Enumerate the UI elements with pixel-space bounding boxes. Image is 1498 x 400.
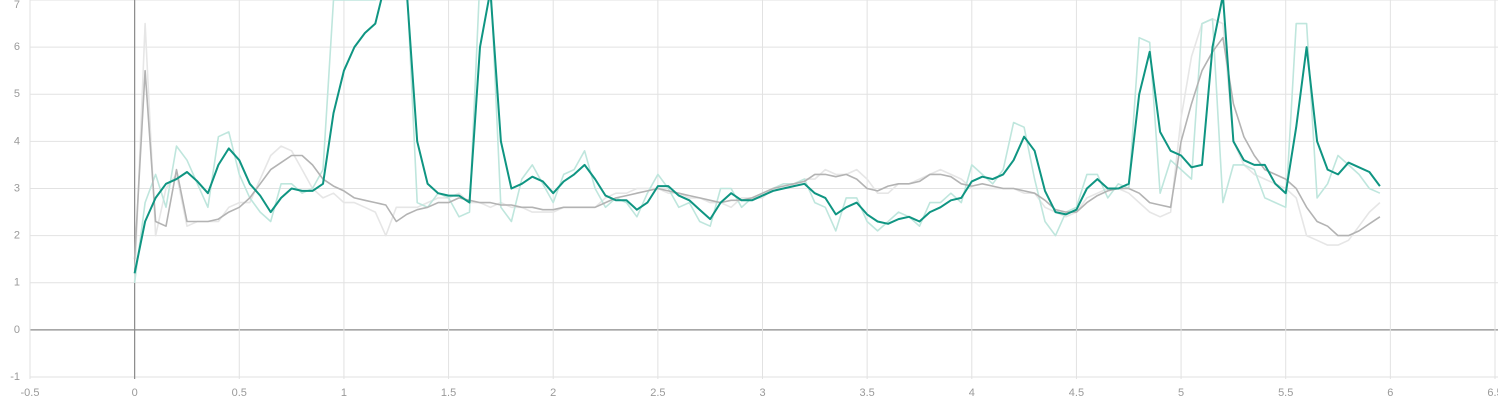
y-tick-label: 7 <box>14 0 20 11</box>
series-line <box>133 0 1381 274</box>
x-tick-label: 0 <box>132 387 138 399</box>
x-tick-label: 1.5 <box>441 387 456 399</box>
plot-area <box>133 0 1381 283</box>
x-tick-label: 1 <box>341 387 347 399</box>
tick-labels: -1 0 1 2 3 4 5 6 7 -0.5 0 0.5 1 1.5 2 2.5 3 3.5 4 4.5 5 5.5 6 6… <box>10 0 1498 399</box>
grid <box>29 0 1498 379</box>
x-tick-label: 2 <box>550 387 556 399</box>
x-tick-label: 5.5 <box>1278 387 1293 399</box>
x-tick-label: 4.5 <box>1069 387 1084 399</box>
y-tick-label: 4 <box>14 135 20 147</box>
x-tick-label: 0.5 <box>232 387 247 399</box>
y-tick-label: 5 <box>14 88 20 100</box>
x-tick-label: 6.5 <box>1487 387 1498 399</box>
y-tick-label: 6 <box>14 41 20 53</box>
x-tick-label: -0.5 <box>21 387 40 399</box>
x-tick-label: 5 <box>1178 387 1184 399</box>
y-tick-label: 1 <box>14 277 20 289</box>
x-tick-label: 6 <box>1387 387 1393 399</box>
x-tick-label: 2.5 <box>650 387 665 399</box>
y-tick-label: 0 <box>14 324 20 336</box>
y-tick-label: 2 <box>14 230 20 242</box>
x-tick-label: 3.5 <box>859 387 874 399</box>
x-tick-label: 3 <box>759 387 765 399</box>
series-line <box>133 36 1381 260</box>
x-tick-label: 4 <box>969 387 975 399</box>
y-tick-label: 3 <box>14 182 20 194</box>
y-tick-label: -1 <box>10 371 20 383</box>
